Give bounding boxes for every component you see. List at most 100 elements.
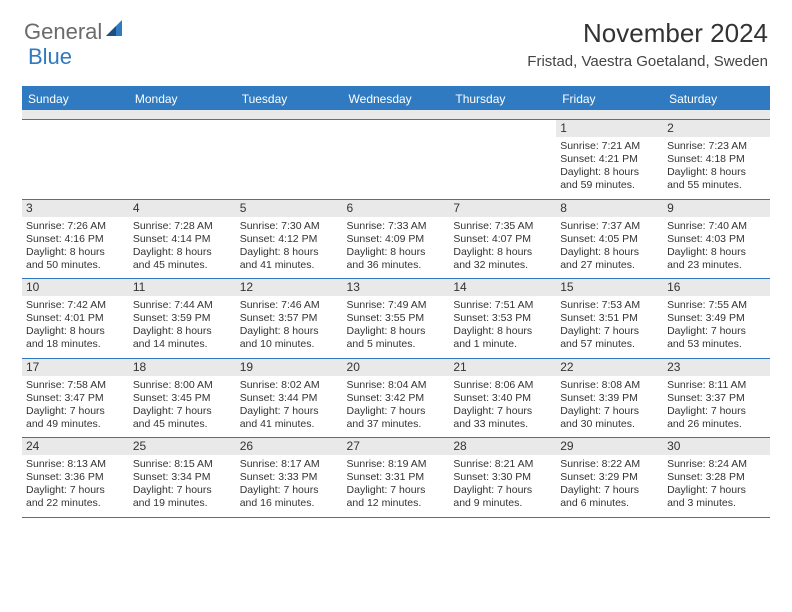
day-info-line: Sunrise: 8:00 AM — [133, 379, 232, 392]
day-info-line: and 3 minutes. — [667, 497, 766, 510]
day-info-line: Daylight: 7 hours — [667, 325, 766, 338]
week-row: 17Sunrise: 7:58 AMSunset: 3:47 PMDayligh… — [22, 359, 770, 439]
day-cell: 1Sunrise: 7:21 AMSunset: 4:21 PMDaylight… — [556, 120, 663, 199]
day-of-week-row: SundayMondayTuesdayWednesdayThursdayFrid… — [22, 88, 770, 110]
week-row: 10Sunrise: 7:42 AMSunset: 4:01 PMDayligh… — [22, 279, 770, 359]
day-info-line: Daylight: 7 hours — [560, 325, 659, 338]
day-info-line: Sunrise: 8:22 AM — [560, 458, 659, 471]
day-info-line: Daylight: 7 hours — [133, 484, 232, 497]
day-number: 30 — [663, 438, 770, 455]
day-info-line: Daylight: 7 hours — [667, 484, 766, 497]
day-number: 4 — [129, 200, 236, 217]
day-info-line: Sunset: 4:01 PM — [26, 312, 125, 325]
day-info-line: Daylight: 8 hours — [26, 325, 125, 338]
day-cell: 14Sunrise: 7:51 AMSunset: 3:53 PMDayligh… — [449, 279, 556, 358]
day-info-line: Sunrise: 8:13 AM — [26, 458, 125, 471]
logo-text-blue: Blue — [28, 44, 72, 69]
day-number: 21 — [449, 359, 556, 376]
day-info-line: Sunset: 3:57 PM — [240, 312, 339, 325]
day-info-line: and 1 minute. — [453, 338, 552, 351]
day-info-line: Sunrise: 7:53 AM — [560, 299, 659, 312]
day-info-line: Sunrise: 8:17 AM — [240, 458, 339, 471]
day-info-line: Sunrise: 7:46 AM — [240, 299, 339, 312]
day-cell: 27Sunrise: 8:19 AMSunset: 3:31 PMDayligh… — [343, 438, 450, 517]
day-info-line: Sunrise: 7:55 AM — [667, 299, 766, 312]
day-info-line: Sunset: 3:51 PM — [560, 312, 659, 325]
day-info-line: Sunset: 3:44 PM — [240, 392, 339, 405]
day-info-line: and 41 minutes. — [240, 418, 339, 431]
day-info-line: Sunrise: 7:49 AM — [347, 299, 446, 312]
day-info-line: Sunset: 4:21 PM — [560, 153, 659, 166]
day-info-line: Daylight: 8 hours — [347, 325, 446, 338]
day-info-line: Sunset: 4:18 PM — [667, 153, 766, 166]
day-cell: 13Sunrise: 7:49 AMSunset: 3:55 PMDayligh… — [343, 279, 450, 358]
day-cell: 4Sunrise: 7:28 AMSunset: 4:14 PMDaylight… — [129, 200, 236, 279]
day-info-line: Daylight: 8 hours — [26, 246, 125, 259]
day-cell: 8Sunrise: 7:37 AMSunset: 4:05 PMDaylight… — [556, 200, 663, 279]
day-info-line: Sunset: 3:37 PM — [667, 392, 766, 405]
day-cell: 16Sunrise: 7:55 AMSunset: 3:49 PMDayligh… — [663, 279, 770, 358]
day-info-line: Sunrise: 8:24 AM — [667, 458, 766, 471]
day-cell: 30Sunrise: 8:24 AMSunset: 3:28 PMDayligh… — [663, 438, 770, 517]
day-cell: 15Sunrise: 7:53 AMSunset: 3:51 PMDayligh… — [556, 279, 663, 358]
day-info-line: Sunrise: 7:37 AM — [560, 220, 659, 233]
day-info-line: Sunset: 3:29 PM — [560, 471, 659, 484]
day-info-line: Sunset: 3:45 PM — [133, 392, 232, 405]
day-cell: 6Sunrise: 7:33 AMSunset: 4:09 PMDaylight… — [343, 200, 450, 279]
day-number: 13 — [343, 279, 450, 296]
day-info-line: Sunset: 4:05 PM — [560, 233, 659, 246]
dow-cell: Friday — [556, 88, 663, 110]
month-title: November 2024 — [527, 18, 768, 49]
day-cell: 29Sunrise: 8:22 AMSunset: 3:29 PMDayligh… — [556, 438, 663, 517]
day-info-line: and 19 minutes. — [133, 497, 232, 510]
day-info-line: Sunrise: 8:11 AM — [667, 379, 766, 392]
dow-cell: Tuesday — [236, 88, 343, 110]
day-number: 27 — [343, 438, 450, 455]
weeks-container: 1Sunrise: 7:21 AMSunset: 4:21 PMDaylight… — [22, 120, 770, 518]
day-cell: 12Sunrise: 7:46 AMSunset: 3:57 PMDayligh… — [236, 279, 343, 358]
day-cell: 28Sunrise: 8:21 AMSunset: 3:30 PMDayligh… — [449, 438, 556, 517]
day-cell: 19Sunrise: 8:02 AMSunset: 3:44 PMDayligh… — [236, 359, 343, 438]
day-info-line: Daylight: 8 hours — [667, 166, 766, 179]
day-info-line: Daylight: 7 hours — [240, 405, 339, 418]
day-info-line: Daylight: 8 hours — [453, 325, 552, 338]
day-info-line: Sunrise: 7:26 AM — [26, 220, 125, 233]
dow-cell: Thursday — [449, 88, 556, 110]
day-info-line: Sunrise: 7:28 AM — [133, 220, 232, 233]
day-number: 9 — [663, 200, 770, 217]
day-info-line: Sunrise: 7:33 AM — [347, 220, 446, 233]
day-number: 29 — [556, 438, 663, 455]
dow-cell: Wednesday — [343, 88, 450, 110]
day-number: 23 — [663, 359, 770, 376]
day-number: 8 — [556, 200, 663, 217]
empty-cell — [449, 120, 556, 199]
day-number: 28 — [449, 438, 556, 455]
day-info-line: Sunset: 3:40 PM — [453, 392, 552, 405]
day-info-line: and 14 minutes. — [133, 338, 232, 351]
day-info-line: Sunset: 4:14 PM — [133, 233, 232, 246]
day-info-line: and 45 minutes. — [133, 259, 232, 272]
empty-cell — [22, 120, 129, 199]
day-info-line: Sunset: 4:12 PM — [240, 233, 339, 246]
day-info-line: and 53 minutes. — [667, 338, 766, 351]
day-info-line: Sunset: 3:34 PM — [133, 471, 232, 484]
day-info-line: Sunset: 3:30 PM — [453, 471, 552, 484]
day-info-line: Daylight: 8 hours — [560, 166, 659, 179]
day-cell: 24Sunrise: 8:13 AMSunset: 3:36 PMDayligh… — [22, 438, 129, 517]
logo: General — [24, 18, 126, 45]
empty-cell — [236, 120, 343, 199]
day-number: 14 — [449, 279, 556, 296]
day-info-line: Daylight: 8 hours — [667, 246, 766, 259]
day-info-line: Daylight: 8 hours — [240, 246, 339, 259]
day-info-line: Sunset: 3:33 PM — [240, 471, 339, 484]
day-info-line: and 50 minutes. — [26, 259, 125, 272]
day-info-line: Sunset: 3:59 PM — [133, 312, 232, 325]
day-info-line: Sunset: 3:39 PM — [560, 392, 659, 405]
day-number: 20 — [343, 359, 450, 376]
day-info-line: and 55 minutes. — [667, 179, 766, 192]
day-info-line: and 12 minutes. — [347, 497, 446, 510]
day-info-line: and 10 minutes. — [240, 338, 339, 351]
day-number: 2 — [663, 120, 770, 137]
day-number: 22 — [556, 359, 663, 376]
day-info-line: and 49 minutes. — [26, 418, 125, 431]
